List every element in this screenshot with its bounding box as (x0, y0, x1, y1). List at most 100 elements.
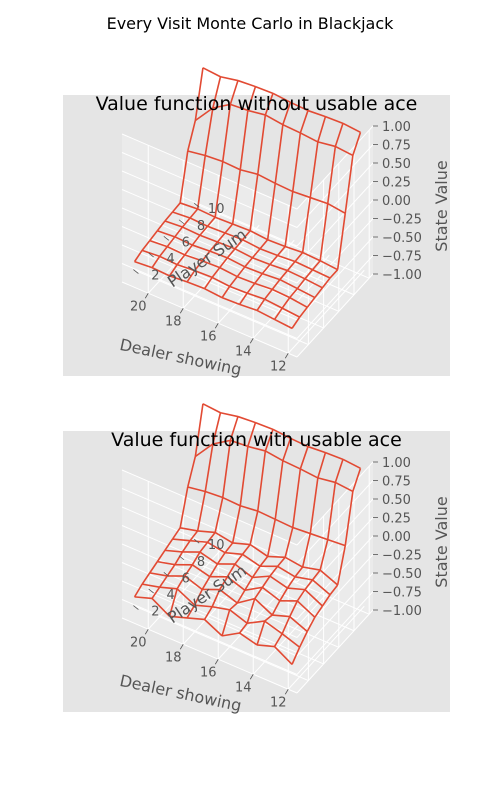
wire-segment (236, 275, 256, 285)
wire-segment (256, 298, 266, 311)
wire-segment (264, 298, 283, 309)
wire-segment (264, 450, 284, 462)
wire-segment (230, 103, 249, 112)
wire-segment (284, 245, 303, 254)
wire-segment (199, 225, 209, 236)
chart-title: Value function with usable ace (111, 429, 402, 451)
wire-segment (282, 459, 301, 470)
grid-line (121, 580, 298, 657)
wire-segment (274, 518, 294, 529)
y-tick-label: 4 (166, 588, 174, 603)
wire-segment (186, 617, 205, 621)
wire-segment (197, 530, 216, 534)
grid-line (296, 162, 374, 247)
wire-segment (269, 263, 288, 272)
wire-segment (239, 110, 249, 170)
wire-segment (179, 486, 189, 528)
wire-segment (304, 579, 314, 591)
wire-segment (181, 540, 191, 553)
wire-segment (207, 225, 226, 234)
wire-segment (179, 150, 189, 204)
wire-segment (180, 527, 198, 532)
wire-segment (226, 576, 246, 591)
wire-segment (261, 575, 271, 588)
z-tick-label: −1.00 (382, 268, 422, 283)
wire-segment (149, 561, 159, 574)
x-tick-mark (144, 629, 149, 635)
wire-segment (229, 609, 248, 624)
wire-segment (157, 230, 176, 238)
wire-segment (264, 429, 274, 452)
grid-line (296, 609, 374, 694)
y-tick-label: 6 (182, 571, 190, 586)
y-tick-label: 10 (208, 538, 225, 553)
figure-title: Every Visit Monte Carlo in Blackjack (106, 14, 394, 33)
wire-segment (246, 292, 265, 300)
wire-segment (284, 556, 304, 568)
x-tick-label: 14 (235, 344, 252, 359)
wire-segment (201, 576, 211, 590)
z-tick-label: 1.00 (382, 456, 411, 471)
wire-segment (264, 114, 284, 126)
grid-line (133, 269, 309, 346)
wire-segment (329, 584, 339, 596)
wire-segment (168, 264, 178, 277)
wire-segment (142, 583, 160, 588)
wire-segment (296, 600, 316, 618)
wire-segment (274, 124, 284, 184)
wire-segment (246, 598, 256, 624)
wire-segment (191, 564, 211, 578)
wire-segment (307, 109, 326, 118)
grid-line (217, 575, 295, 660)
z-tick-label: 0.75 (382, 475, 411, 490)
wire-segment (319, 260, 339, 271)
wire-segment (296, 589, 306, 602)
wire-segment (194, 260, 203, 272)
wire-segment (149, 230, 158, 242)
wire-segment (269, 565, 279, 577)
wire-segment (212, 103, 231, 109)
z-tick-label: −0.75 (382, 586, 422, 601)
wire-segment (181, 217, 191, 228)
wire-segment (220, 411, 239, 418)
wire-segment (204, 154, 224, 163)
wire-segment (221, 609, 231, 637)
wire-segment (189, 217, 208, 227)
wire-segment (151, 255, 161, 269)
wire-segment (273, 307, 283, 320)
z-tick-label: 0.75 (382, 139, 411, 154)
wire-segment (254, 273, 263, 284)
y-tick-mark (178, 219, 185, 225)
wire-segment (247, 86, 257, 111)
wire-segment (249, 543, 269, 558)
wire-segment (314, 287, 324, 299)
wire-segment (279, 587, 289, 602)
x-tick-label: 18 (165, 650, 182, 665)
wire-segment (232, 223, 251, 232)
wire-segment (329, 269, 339, 279)
wire-segment (273, 633, 283, 647)
wire-segment (204, 618, 223, 637)
wire-segment (302, 251, 321, 262)
y-tick-mark (193, 202, 200, 208)
wire-segment (309, 141, 319, 198)
wire-segment (276, 556, 286, 567)
wire-segment (217, 241, 236, 250)
wire-segment (317, 141, 336, 148)
y-tick-label: 8 (197, 219, 205, 234)
wire-segment (176, 263, 195, 272)
y-tick-mark (133, 605, 139, 610)
wire-segment (311, 569, 321, 581)
wire-segment (254, 598, 273, 616)
wire-segment (232, 542, 251, 546)
wire-segment (186, 281, 205, 290)
wire-segment (249, 510, 259, 545)
wire-segment (301, 533, 312, 568)
wire-segment (247, 422, 257, 447)
grid-line (296, 181, 374, 265)
wire-segment (174, 236, 193, 246)
wire-segment (342, 458, 361, 470)
wire-segment (196, 491, 207, 532)
wire-segment (174, 226, 184, 238)
